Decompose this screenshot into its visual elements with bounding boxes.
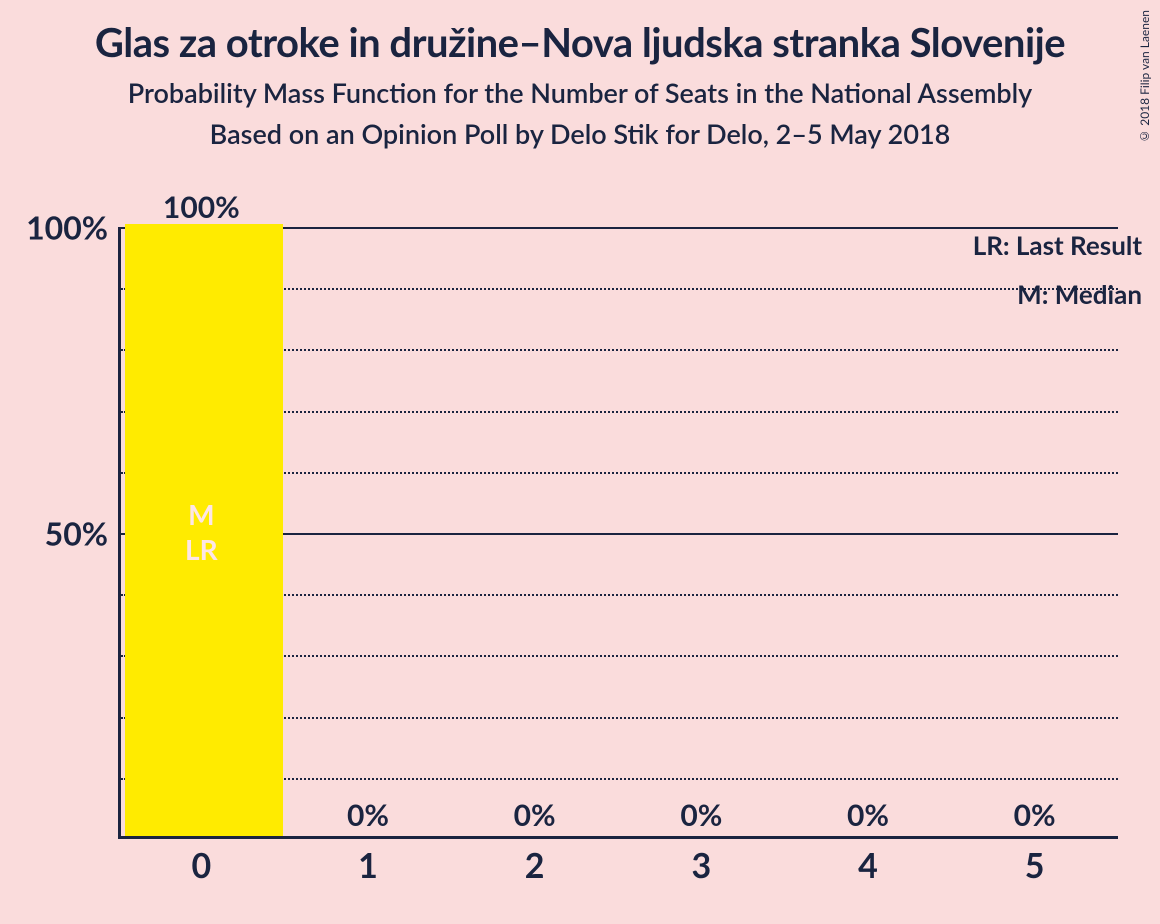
x-tick-label: 4 <box>858 845 878 886</box>
legend-entry: LR: Last Result <box>973 229 1142 261</box>
chart-container: 50%100%0100%10%20%30%40%50%LR: Last Resu… <box>0 185 1160 905</box>
bar-annotation: MLR <box>185 497 218 567</box>
bar-value-label: 0% <box>680 797 722 833</box>
chart-title: Glas za otroke in družine–Nova ljudska s… <box>0 0 1160 66</box>
x-tick-label: 0 <box>191 845 211 886</box>
plot-area <box>118 227 1118 839</box>
copyright-text: © 2018 Filip van Laenen <box>1137 10 1152 144</box>
bar-value-label: 0% <box>347 797 389 833</box>
x-tick-label: 2 <box>525 845 545 886</box>
chart-subtitle: Probability Mass Function for the Number… <box>0 76 1160 109</box>
bar-value-label: 0% <box>1014 797 1056 833</box>
x-tick-label: 5 <box>1025 845 1045 886</box>
x-tick-label: 3 <box>691 845 711 886</box>
y-tick-label: 50% <box>45 514 108 553</box>
bar-value-label: 0% <box>514 797 556 833</box>
y-tick-label: 100% <box>26 208 108 247</box>
legend-entry: M: Median <box>1017 278 1142 310</box>
x-tick-label: 1 <box>358 845 378 886</box>
bar-value-label: 100% <box>163 189 240 225</box>
bar-value-label: 0% <box>847 797 889 833</box>
chart-subtitle-2: Based on an Opinion Poll by Delo Stik fo… <box>0 117 1160 150</box>
